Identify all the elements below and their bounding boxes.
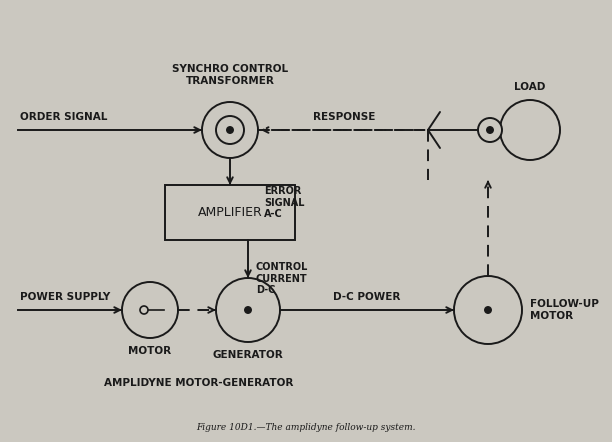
Text: FOLLOW-UP
MOTOR: FOLLOW-UP MOTOR [530, 299, 599, 321]
Circle shape [487, 127, 493, 133]
Text: GENERATOR: GENERATOR [212, 350, 283, 360]
Circle shape [216, 278, 280, 342]
Text: LOAD: LOAD [514, 82, 546, 92]
Circle shape [122, 282, 178, 338]
Circle shape [485, 307, 491, 313]
Text: MOTOR: MOTOR [129, 346, 171, 356]
Circle shape [245, 307, 251, 313]
Text: AMPLIFIER: AMPLIFIER [198, 206, 263, 219]
Circle shape [227, 127, 233, 133]
Text: Figure 10D1.—The amplidyne follow-up system.: Figure 10D1.—The amplidyne follow-up sys… [196, 423, 416, 432]
Circle shape [202, 102, 258, 158]
Circle shape [454, 276, 522, 344]
Text: ERROR
SIGNAL
A-C: ERROR SIGNAL A-C [264, 186, 305, 219]
Bar [165, 185, 295, 240]
Text: D-C POWER: D-C POWER [334, 292, 401, 302]
Circle shape [140, 306, 148, 314]
Text: RESPONSE: RESPONSE [313, 112, 375, 122]
Text: AMPLIDYNE MOTOR-GENERATOR: AMPLIDYNE MOTOR-GENERATOR [104, 378, 294, 388]
Text: ORDER SIGNAL: ORDER SIGNAL [20, 112, 107, 122]
Text: CONTROL
CURRENT
D-C: CONTROL CURRENT D-C [256, 262, 308, 295]
Text: SYNCHRO CONTROL
TRANSFORMER: SYNCHRO CONTROL TRANSFORMER [172, 64, 288, 86]
Circle shape [216, 116, 244, 144]
Circle shape [478, 118, 502, 142]
Circle shape [500, 100, 560, 160]
Text: POWER SUPPLY: POWER SUPPLY [20, 292, 110, 302]
